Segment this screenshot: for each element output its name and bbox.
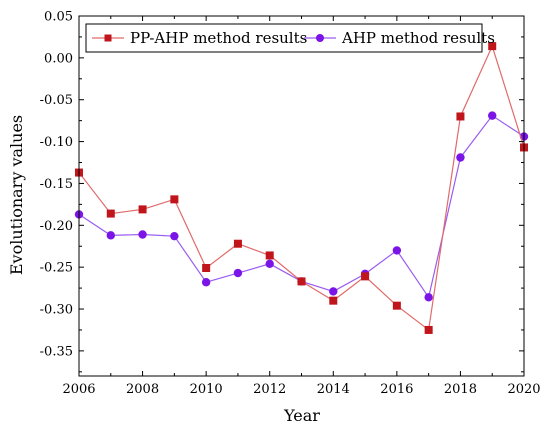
- x-tick-label: 2010: [190, 382, 223, 397]
- data-point-ahp: [424, 293, 433, 302]
- data-point-pp-ahp: [233, 239, 242, 248]
- x-tick-label: 2006: [62, 382, 95, 397]
- legend: PP-AHP method results AHP method results: [85, 23, 495, 53]
- data-point-pp-ahp: [392, 301, 401, 310]
- y-tick-label: -0.15: [40, 177, 73, 192]
- y-tick-label: -0.10: [40, 135, 73, 150]
- x-tick-label: 2008: [126, 382, 159, 397]
- data-point-ahp: [106, 231, 115, 240]
- data-point-pp-ahp: [424, 325, 433, 334]
- data-point-pp-ahp: [202, 264, 211, 272]
- data-point-pp-ahp: [361, 272, 370, 281]
- y-tick-label: -0.30: [40, 303, 73, 318]
- data-point-ahp: [233, 268, 243, 278]
- data-point-pp-ahp: [170, 195, 179, 204]
- data-point-pp-ahp: [329, 296, 338, 305]
- series-line-pp-ahp: [78, 44, 525, 332]
- y-tick-label: 0.05: [44, 10, 73, 25]
- data-point-pp-ahp: [265, 251, 274, 260]
- legend-label-ahp: AHP method results: [341, 29, 495, 47]
- y-axis-title: Evolutionary values: [7, 115, 26, 275]
- series-layer: [74, 42, 529, 334]
- legend-label-pp-ahp: PP-AHP method results: [130, 29, 307, 47]
- data-point-pp-ahp: [106, 209, 115, 218]
- data-point-ahp: [488, 111, 497, 120]
- y-tick-label: -0.05: [40, 93, 73, 108]
- y-tick-label: -0.35: [40, 344, 73, 359]
- data-point-ahp: [265, 259, 274, 269]
- y-tick-label: -0.20: [40, 219, 73, 234]
- data-point-ahp: [138, 230, 147, 239]
- data-point-ahp: [201, 278, 211, 287]
- x-tick-label: 2012: [253, 382, 286, 397]
- legend-marker-ahp: [316, 34, 324, 42]
- legend-box: [85, 23, 483, 53]
- legend-marker-pp-ahp: [104, 34, 112, 42]
- data-point-ahp: [170, 231, 179, 241]
- x-tick-label: 2020: [507, 382, 540, 397]
- axes-layer: 2006 2008 2010 2012 2014 2016 2018 2020 0.05 0.00…: [40, 10, 541, 398]
- x-axis-title: Year: [283, 406, 320, 425]
- plot-frame: [78, 15, 525, 377]
- data-point-pp-ahp: [456, 112, 465, 121]
- y-tick-label: 0.00: [44, 51, 73, 66]
- data-point-ahp: [456, 153, 465, 162]
- y-tick-label: -0.25: [40, 261, 73, 276]
- data-point-ahp: [392, 246, 402, 255]
- x-tick-label: 2016: [380, 382, 413, 397]
- data-point-pp-ahp: [488, 42, 497, 51]
- x-tick-label: 2014: [317, 382, 350, 397]
- data-point-ahp: [329, 287, 338, 296]
- data-point-pp-ahp: [138, 205, 147, 214]
- data-point-pp-ahp: [297, 277, 306, 286]
- x-tick-label: 2018: [444, 382, 477, 397]
